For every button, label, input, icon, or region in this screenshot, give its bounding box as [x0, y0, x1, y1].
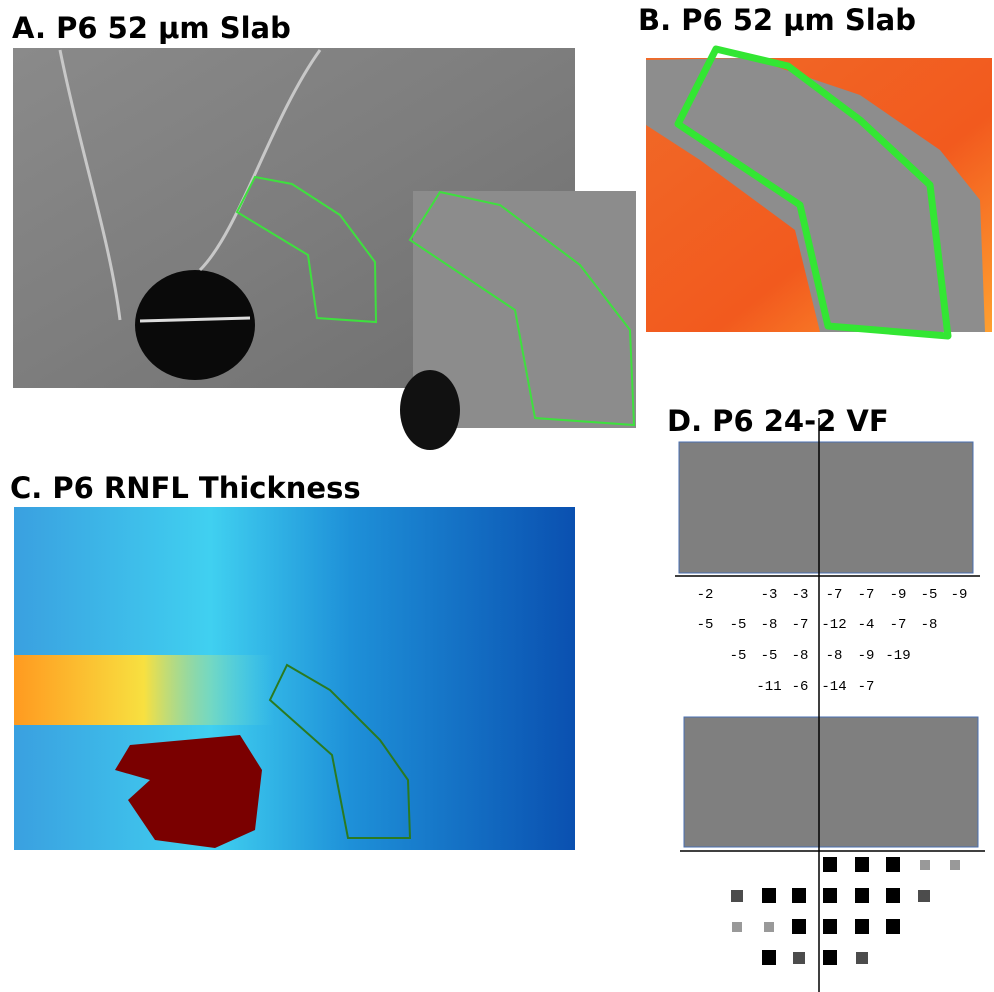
- vf-value: -5: [921, 587, 938, 603]
- slab-image: [646, 49, 992, 336]
- inset-image: [400, 191, 636, 450]
- vf-value: -5: [730, 617, 747, 633]
- vf-value: -3: [761, 587, 778, 603]
- vf-value: -14: [821, 679, 846, 695]
- vf-value: -9: [890, 587, 907, 603]
- vf-value: -11: [756, 679, 781, 695]
- vf-value: -5: [730, 648, 747, 664]
- vf-value: -9: [858, 648, 875, 664]
- thickness-map: [14, 507, 575, 850]
- panel-title: C. P6 RNFL Thickness: [10, 471, 361, 505]
- vf-value: -8: [921, 617, 938, 633]
- vf-value: -4: [858, 617, 875, 633]
- vf-value: -6: [792, 679, 809, 695]
- vf-value: -8: [761, 617, 778, 633]
- vf-values: -2-3-3-7-7-9-5-9-5-5-8-7-12-4-7-8-5-5-8-…: [697, 587, 968, 695]
- panel-title: A. P6 52 μm Slab: [12, 11, 291, 45]
- panel-title: D. P6 24-2 VF: [667, 404, 889, 438]
- vf-value: -8: [792, 648, 809, 664]
- vf-value: -7: [858, 587, 875, 603]
- panel-title: B. P6 52 μm Slab: [638, 3, 916, 37]
- visual-field: [675, 418, 985, 992]
- vf-value: -5: [761, 648, 778, 664]
- vf-value: -5: [697, 617, 714, 633]
- figure: A. P6 52 μm Slab B. P6 52 μm Slab C. P6 …: [0, 0, 994, 992]
- vf-value: -9: [951, 587, 968, 603]
- vf-value: -7: [890, 617, 907, 633]
- vf-value: -7: [858, 679, 875, 695]
- vf-value: -2: [697, 587, 714, 603]
- vf-value: -7: [826, 587, 843, 603]
- vf-value: -7: [792, 617, 809, 633]
- vf-value: -12: [821, 617, 846, 633]
- vf-value: -3: [792, 587, 809, 603]
- vf-value: -19: [885, 648, 910, 664]
- vf-value: -8: [826, 648, 843, 664]
